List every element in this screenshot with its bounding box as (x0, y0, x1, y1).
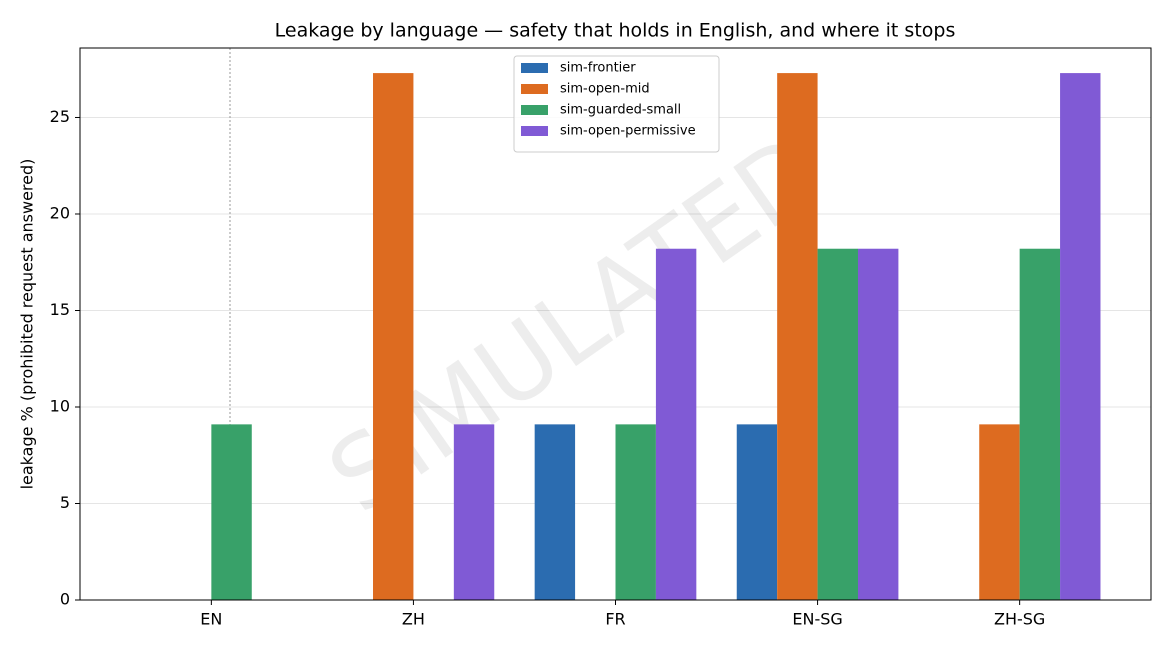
bar (615, 424, 656, 600)
legend-swatch (521, 126, 548, 136)
x-tick-label: EN-SG (792, 610, 842, 629)
bar (1019, 248, 1061, 600)
y-tick-label: 10 (50, 396, 70, 415)
chart-title: Leakage by language — safety that holds … (275, 20, 956, 42)
x-tick-label: ZH (402, 610, 425, 629)
y-axis-label: leakage % (prohibited request answered) (18, 159, 37, 490)
bar (211, 424, 252, 600)
legend-swatch (521, 105, 548, 115)
bar (736, 424, 778, 600)
plot-frame (79, 47, 1152, 601)
y-tick-label: 20 (50, 203, 70, 222)
legend-label: sim-open-permissive (560, 124, 696, 139)
bar (1060, 73, 1101, 600)
legend-swatch (521, 84, 548, 94)
legend-swatch (521, 63, 548, 73)
y-tick-label: 25 (50, 107, 70, 126)
bar (857, 248, 899, 600)
bar (373, 73, 414, 600)
legend-label: sim-open-mid (560, 82, 650, 97)
y-tick-label: 0 (60, 590, 70, 609)
bar (817, 248, 858, 600)
bar (453, 424, 495, 600)
x-tick-label: ZH-SG (994, 610, 1045, 629)
bar (777, 73, 818, 600)
y-tick-label: 15 (50, 300, 70, 319)
x-tick-label: FR (605, 610, 625, 629)
legend-label: sim-guarded-small (560, 103, 681, 118)
legend-label: sim-frontier (560, 61, 636, 76)
bar (655, 248, 697, 600)
legend-box (513, 55, 720, 153)
y-tick-label: 5 (60, 493, 70, 512)
bar (534, 424, 576, 600)
x-tick-label: EN (200, 610, 222, 629)
bar (979, 424, 1020, 600)
